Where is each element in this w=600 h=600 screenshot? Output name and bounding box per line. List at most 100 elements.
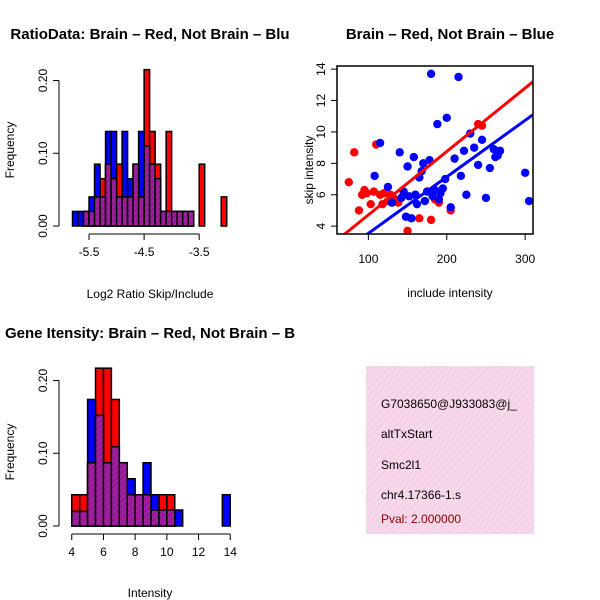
info-background: [366, 366, 534, 534]
scatter-panel: Brain – Red, Not Brain – Blue 100 200 300 4…: [302, 26, 554, 300]
overlap-bar: [165, 210, 173, 227]
not-brain-point: [473, 160, 483, 170]
not-brain-point: [438, 184, 448, 193]
not-brain-point: [395, 148, 404, 157]
scatter-frame: [336, 65, 534, 235]
ratio-ylabel: Frequency: [3, 122, 17, 179]
intensity-histogram-panel: Gene Itensity: Brain – Red, Not Brain – …: [3, 325, 295, 600]
not-brain-point: [387, 198, 397, 207]
overlap-bar: [110, 445, 121, 527]
y-tick-label: 0.00: [36, 214, 50, 238]
y-tick-label: 4: [314, 222, 328, 229]
y-tick-label: 8: [314, 160, 328, 167]
red-bar: [220, 196, 228, 227]
x-tick-label: 200: [437, 252, 457, 266]
x-tick-label: 4: [68, 545, 75, 559]
info-event-id: G7038650@J933083@j_: [381, 397, 517, 411]
overlap-bar: [187, 210, 195, 227]
overlap-bar: [134, 493, 144, 527]
y-tick-label: 12: [314, 94, 328, 108]
brain-point: [379, 188, 389, 198]
blue-bar: [71, 210, 79, 227]
not-brain-point: [485, 163, 495, 173]
overlap-bar: [71, 510, 81, 527]
overlap-bar: [94, 414, 105, 527]
not-brain-point: [454, 72, 463, 82]
not-brain-point: [495, 146, 505, 155]
not-brain-fit-line: [364, 113, 533, 234]
overlap-bar: [104, 163, 112, 227]
info-panel: G7038650@J933083@j_ altTxStart Smc2l1 ch…: [366, 366, 534, 534]
ratio-histogram-panel: RatioData: Brain – Red, Not Brain – Blu …: [3, 26, 290, 301]
overlap-bar: [88, 210, 96, 227]
overlap-bar: [176, 210, 184, 227]
brain-point: [426, 215, 436, 225]
x-tick-label: 300: [515, 252, 535, 266]
brain-point: [362, 188, 371, 198]
not-brain-point: [489, 145, 498, 154]
overlap-bar: [181, 210, 189, 227]
x-tick-label: 8: [132, 545, 139, 559]
x-tick-label: 6: [100, 545, 107, 559]
not-brain-point: [370, 171, 379, 181]
overlap-bar: [166, 509, 176, 527]
overlap-bar: [110, 177, 118, 227]
not-brain-point: [470, 143, 479, 152]
scatter-ylabel: skip intensity: [302, 136, 316, 205]
brain-point: [354, 206, 364, 215]
not-brain-point: [407, 214, 416, 223]
not-brain-point: [419, 159, 428, 168]
not-brain-point: [459, 146, 469, 155]
not-brain-point: [442, 113, 451, 123]
brain-fit-line: [342, 80, 533, 234]
ratio-xlabel: Log2 Ratio Skip/Include: [87, 287, 214, 301]
blue-bar: [77, 210, 85, 227]
x-tick-label: -3.5: [189, 245, 210, 259]
overlap-bar: [78, 510, 89, 527]
blue-bar: [221, 493, 231, 527]
not-brain-point: [434, 195, 444, 204]
brain-point: [350, 148, 359, 157]
x-tick-label: 100: [358, 252, 378, 266]
ratio-axes: -5.5 -4.5 -3.5 0.00 0.10 0.20: [36, 69, 210, 259]
overlap-bar: [93, 196, 101, 227]
overlap-bar: [148, 163, 156, 227]
info-pval: Pval: 2.000000: [381, 512, 461, 526]
overlap-bar: [154, 177, 162, 227]
x-tick-label: 14: [224, 545, 238, 559]
intensity-axes: 4 6 8 10 12 14 0.00 0.10 0.20: [36, 369, 237, 559]
y-tick-label: 10: [314, 125, 328, 139]
info-location: chr4.17366-1.s: [381, 488, 461, 502]
not-brain-point: [456, 171, 466, 181]
overlap-bar: [126, 196, 134, 227]
overlap-bar: [86, 461, 97, 527]
scatter-title: Brain – Red, Not Brain – Blue: [346, 26, 554, 43]
y-tick-label: 0.00: [36, 514, 50, 538]
not-brain-point: [462, 190, 471, 199]
not-brain-point: [404, 192, 414, 201]
not-brain-point: [520, 168, 530, 177]
not-brain-point: [403, 162, 412, 171]
y-tick-label: 0.10: [36, 141, 50, 165]
not-brain-point: [477, 135, 487, 144]
overlap-bar: [137, 196, 145, 227]
not-brain-point: [450, 154, 459, 163]
not-brain-point: [420, 196, 430, 206]
overlap-bar: [170, 210, 178, 227]
brain-point: [403, 226, 412, 234]
overlap-bar: [143, 145, 151, 227]
scatter-xlabel: include intensity: [407, 286, 492, 300]
not-brain-point: [433, 119, 442, 129]
not-brain-point: [409, 152, 419, 162]
x-tick-label: 12: [192, 545, 206, 559]
brain-point: [366, 199, 375, 209]
overlap-bar: [82, 210, 90, 227]
intensity-title: Gene Itensity: Brain – Red, Not Brain – …: [5, 325, 295, 342]
y-tick-label: 0.20: [36, 69, 50, 93]
brain-point: [369, 187, 379, 196]
info-event-type: altTxStart: [381, 427, 433, 441]
not-brain-point: [375, 138, 385, 148]
y-tick-label: 0.10: [36, 441, 50, 465]
overlap-bar: [115, 196, 123, 227]
